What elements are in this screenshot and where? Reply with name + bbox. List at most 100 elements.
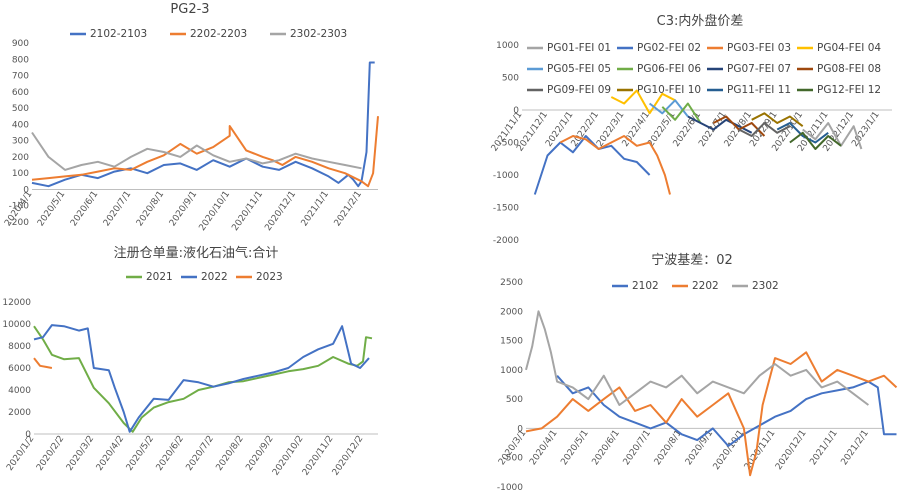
x-tick-label: 2020/10/1 xyxy=(198,189,233,233)
x-tick-label: 2020/4/1 xyxy=(528,428,559,467)
x-tick-label: 2020/2/2 xyxy=(35,434,66,473)
y-tick-label: 2000 xyxy=(500,307,523,317)
x-tick-label: 2020/12/1 xyxy=(774,428,809,472)
series-line-pg06-fei-06 xyxy=(661,102,702,124)
y-tick-label: -1000 xyxy=(493,171,519,181)
y-tick-label: 2000 xyxy=(8,408,31,418)
y-tick-label: 100 xyxy=(12,169,29,179)
y-tick-label: 300 xyxy=(12,137,29,147)
chart-warehouse-receipts: 注册仓单量:液化石油气:合计 2021 2022 2023 0 2000 4000 6000… xyxy=(2,245,378,478)
y-tick-label: -200 xyxy=(9,218,30,228)
y-tick-label: 8000 xyxy=(8,342,31,352)
y-tick-label: -1000 xyxy=(497,483,523,490)
x-tick-label: 2020/5/1 xyxy=(559,428,590,467)
y-tick-label: 1000 xyxy=(496,41,519,51)
x-tick-label: 2020/5/2 xyxy=(125,434,156,473)
x-tick-label: 2021/2/1 xyxy=(333,189,364,228)
y-tick-label: 2500 xyxy=(500,278,523,288)
legend-label: 2102-2103 xyxy=(90,28,147,40)
y-tick-label: -100 xyxy=(9,202,30,212)
series-line-pg05-fei-05 xyxy=(648,99,689,118)
legend-label: 2202 xyxy=(692,280,719,292)
x-tick-label: 2020/8/1 xyxy=(653,428,684,467)
y-tick-label: -500 xyxy=(503,454,524,464)
x-tick-label: 2020/9/1 xyxy=(168,189,199,228)
legend-label: 2102 xyxy=(632,280,659,292)
series-line-pg12-fei-12 xyxy=(789,131,842,150)
y-tick-label: 500 xyxy=(502,74,519,84)
legend-label: PG06-FEI 06 xyxy=(637,63,701,75)
y-tick-label: 500 xyxy=(12,104,29,114)
y-tick-label: -1500 xyxy=(493,204,519,214)
y-tick-label: 6000 xyxy=(8,364,31,374)
legend-label: PG10-FEI 10 xyxy=(637,84,701,96)
chart-title: PG2-3 xyxy=(170,2,209,17)
series-line-pg11-fei-11 xyxy=(776,122,829,144)
y-tick-label: 200 xyxy=(12,153,29,163)
series-line-pg09-fei-09 xyxy=(738,122,791,137)
series-line-pg03-fei-03 xyxy=(559,135,671,195)
y-tick-label: 600 xyxy=(12,88,29,98)
legend-label: PG05-FEI 05 xyxy=(547,63,611,75)
series-line-2202-2203 xyxy=(31,116,379,188)
chart-c3-spread: C3:内外盘价差 PG01-FEI 01 PG02-FEI 02 PG03-FEI … xyxy=(490,13,892,246)
series-line-2302-2303 xyxy=(31,131,362,171)
legend-label: 2023 xyxy=(256,271,283,283)
legend-label: 2302 xyxy=(752,280,779,292)
series-line-2022 xyxy=(33,324,370,433)
series-line-2202 xyxy=(525,351,898,477)
chart-pg2-3: PG2-3 2102-2103 2202-2203 2302-2303 -200 -10… xyxy=(3,2,379,233)
legend-label: PG01-FEI 01 xyxy=(547,42,611,54)
chart-title: 宁波基差：02 xyxy=(651,252,733,268)
x-tick-label: 2020/12/1 xyxy=(263,189,298,233)
x-tick-label: 2020/8/2 xyxy=(214,434,245,473)
y-tick-label: 500 xyxy=(506,395,523,405)
y-tick-label: 0 xyxy=(517,424,523,434)
chart-ningbo-basis: 宁波基差：02 2102 2202 2302 -1000 -500 0 500 1000 150… xyxy=(497,252,898,490)
x-tick-label: 2020/6/1 xyxy=(590,428,621,467)
legend-label: PG07-FEI 07 xyxy=(727,63,791,75)
series-line-2023 xyxy=(33,357,53,369)
x-tick-label: 2021/2/1 xyxy=(840,428,871,467)
y-tick-label: -2000 xyxy=(493,236,519,246)
y-tick-label: 1000 xyxy=(500,366,523,376)
series-line-pg04-fei-04 xyxy=(610,89,676,115)
legend-label: PG08-FEI 08 xyxy=(817,63,881,75)
legend-label: 2202-2203 xyxy=(190,28,247,40)
x-tick-label: 2020/9/1 xyxy=(684,428,715,467)
y-tick-label: 800 xyxy=(12,55,29,65)
chart-title: C3:内外盘价差 xyxy=(657,13,744,29)
y-tick-label: 0 xyxy=(23,185,29,195)
legend-label: 2302-2303 xyxy=(290,28,347,40)
y-tick-label: 12000 xyxy=(2,298,31,308)
series-line-2102-2103 xyxy=(31,61,375,188)
legend-label: PG03-FEI 03 xyxy=(727,42,791,54)
legend-label: PG04-FEI 04 xyxy=(817,42,881,54)
legend-label: PG12-FEI 12 xyxy=(817,84,881,96)
x-tick-label: 2020/10/1 xyxy=(712,428,747,472)
legend-label: PG09-FEI 09 xyxy=(547,84,611,96)
series-line-pg02-fei-02 xyxy=(533,135,651,195)
legend-label: PG11-FEI 11 xyxy=(727,84,791,96)
legend-label: PG02-FEI 02 xyxy=(637,42,701,54)
series-line-2302 xyxy=(525,310,870,406)
x-tick-label: 2020/8/1 xyxy=(135,189,166,228)
x-tick-label: 2020/3/2 xyxy=(65,434,96,473)
y-tick-label: -500 xyxy=(499,139,520,149)
x-tick-label: 2020/7/1 xyxy=(622,428,653,467)
x-tick-label: 2021/1/1 xyxy=(808,428,839,467)
y-tick-label: 10000 xyxy=(2,320,31,330)
x-tick-label: 2020/1/2 xyxy=(5,434,36,473)
x-tick-label: 2020/7/2 xyxy=(185,434,216,473)
y-tick-label: 400 xyxy=(12,120,29,130)
legend-label: 2022 xyxy=(201,271,228,283)
x-tick-label: 2020/7/1 xyxy=(102,189,133,228)
x-tick-label: 2021/1/1 xyxy=(300,189,331,228)
chart-title: 注册仓单量:液化石油气:合计 xyxy=(114,245,279,261)
legend-label: 2021 xyxy=(146,271,173,283)
y-tick-label: 0 xyxy=(513,106,519,116)
y-tick-label: 0 xyxy=(25,430,31,440)
y-tick-label: 4000 xyxy=(8,386,31,396)
series-line-2021 xyxy=(33,325,373,433)
